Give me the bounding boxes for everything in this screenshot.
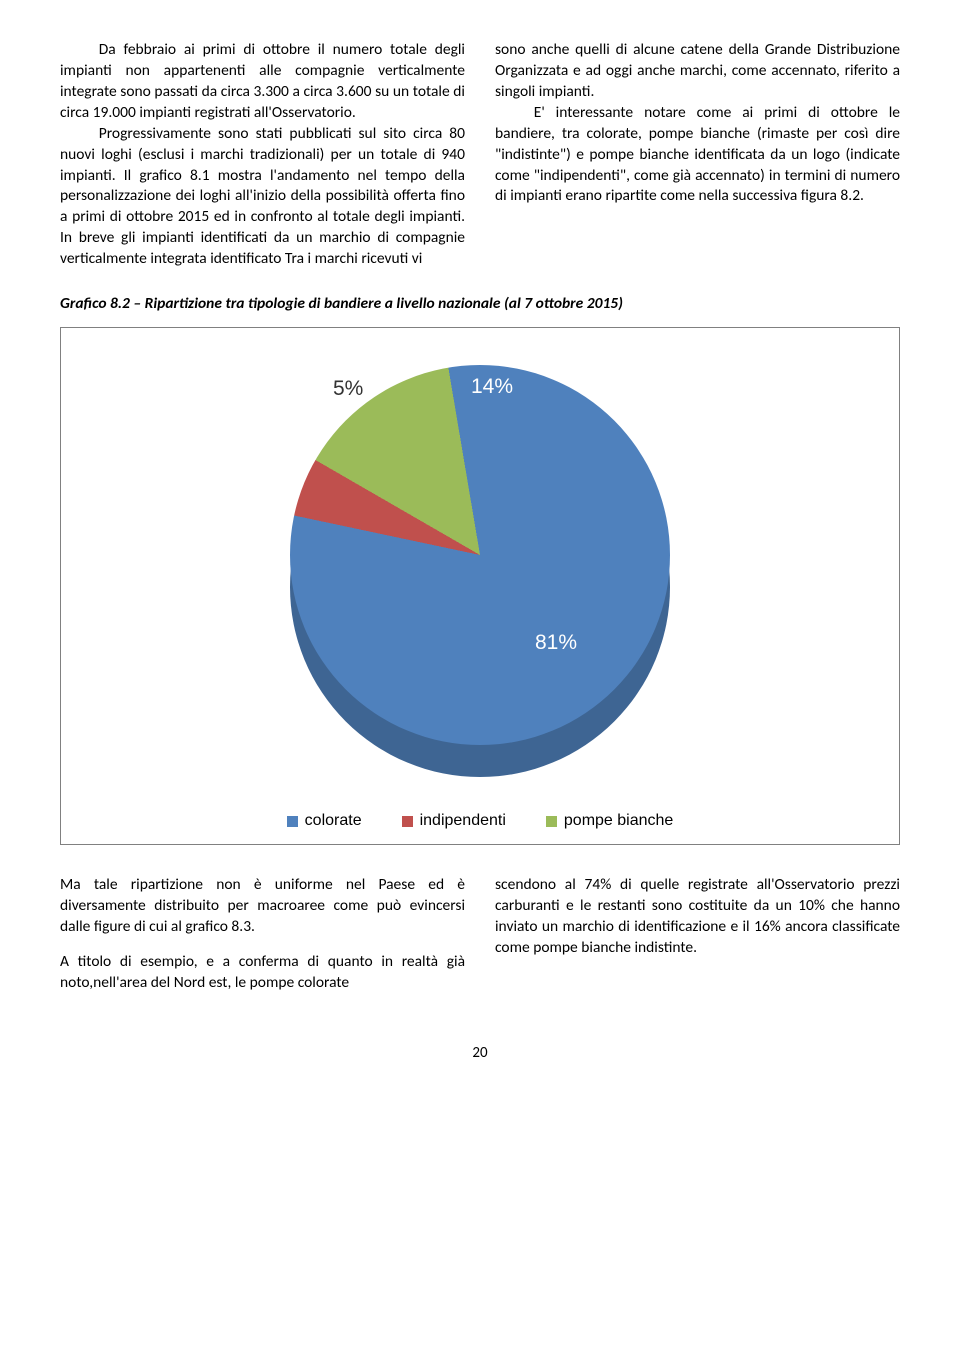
paragraph: sono anche quelli di alcune catene della… [495,40,900,103]
legend-item-colorate: colorate [287,812,362,830]
bottom-left-col: Ma tale ripartizione non è uniforme nel … [60,875,465,994]
legend-swatch [546,816,557,827]
top-text-columns: Da febbraio ai primi di ottobre il numer… [60,40,900,270]
paragraph: scendono al 74% di quelle registrate all… [495,875,900,959]
slice-label-indipendenti: 5% [333,377,363,401]
chart-legend: colorate indipendenti pompe bianche [61,812,899,830]
legend-swatch [287,816,298,827]
legend-swatch [402,816,413,827]
paragraph: A titolo di esempio, e a conferma di qua… [60,952,465,994]
bottom-right-col: scendono al 74% di quelle registrate all… [495,875,900,994]
paragraph: Ma tale ripartizione non è uniforme nel … [60,875,465,938]
paragraph: E' interessante notare come ai primi di … [495,103,900,208]
top-right-col: sono anche quelli di alcune catene della… [495,40,900,270]
page-number: 20 [60,1044,900,1062]
legend-label: indipendenti [420,812,506,830]
legend-item-indipendenti: indipendenti [402,812,506,830]
pie-wrap: 5% 14% 81% [255,353,705,803]
pie-chart: 5% 14% 81% [61,348,899,808]
legend-item-pompe-bianche: pompe bianche [546,812,673,830]
bottom-text-columns: Ma tale ripartizione non è uniforme nel … [60,875,900,994]
chart-caption: Grafico 8.2 – Ripartizione tra tipologie… [60,294,900,313]
legend-label: pompe bianche [564,812,673,830]
slice-label-pompe-bianche: 14% [471,375,513,399]
paragraph: Da febbraio ai primi di ottobre il numer… [60,40,465,124]
slice-label-colorate: 81% [535,631,577,655]
legend-label: colorate [305,812,362,830]
paragraph: Progressivamente sono stati pubblicati s… [60,124,465,270]
pie-disc [290,365,670,745]
chart-container: 5% 14% 81% colorate indipendenti pompe b… [60,327,900,845]
top-left-col: Da febbraio ai primi di ottobre il numer… [60,40,465,270]
